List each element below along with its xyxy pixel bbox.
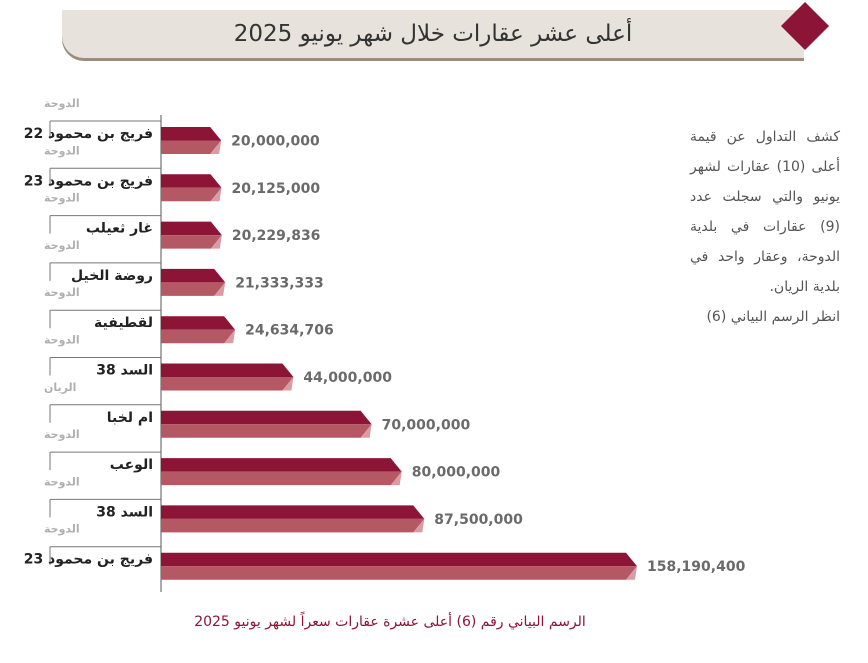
bar-tip-9 xyxy=(413,518,425,533)
bar-bottom-9 xyxy=(161,518,425,533)
bar-5 xyxy=(161,316,236,344)
municipality-label-4: الدوحة xyxy=(44,239,80,252)
bar-tip-4 xyxy=(214,282,226,296)
value-label-8: 80,000,000 xyxy=(412,465,501,481)
bar-bottom-2 xyxy=(161,187,222,202)
page-title: أعلى عشر عقارات خلال شهر يونيو 2025 xyxy=(233,21,633,47)
municipality-label-2: الدوحة xyxy=(44,144,80,157)
bar-8 xyxy=(161,458,402,486)
title-banner xyxy=(62,10,804,58)
category-label-2: فريج بن محمود 23 xyxy=(24,173,153,189)
bar-top-1 xyxy=(161,127,222,141)
bar-top-2 xyxy=(161,174,222,188)
category-label-3: غار ثعيلب xyxy=(86,221,153,237)
bar-bottom-10 xyxy=(161,566,637,580)
category-label-10: فريج بن محمود 23 xyxy=(24,552,153,568)
bar-bottom-4 xyxy=(161,282,226,296)
value-label-7: 70,000,000 xyxy=(382,417,471,433)
description-reference: انظر الرسم البياني (6) xyxy=(706,309,840,325)
value-label-5: 24,634,706 xyxy=(245,323,334,339)
bar-bottom-3 xyxy=(161,235,222,249)
bar-top-10 xyxy=(161,552,637,567)
value-label-6: 44,000,000 xyxy=(303,370,392,386)
bar-top-5 xyxy=(161,316,236,330)
bar-6 xyxy=(161,363,294,391)
bar-3 xyxy=(161,221,222,249)
bar-top-9 xyxy=(161,505,425,519)
bar-7 xyxy=(161,410,372,438)
bar-tip-10 xyxy=(626,566,637,580)
bar-bottom-1 xyxy=(161,140,222,154)
bar-bottom-6 xyxy=(161,377,294,391)
description: كشف التداول عن قيمة أعلى (10) عقارات لشه… xyxy=(690,122,840,332)
bar-bottom-5 xyxy=(161,329,236,344)
bar-top-6 xyxy=(161,363,294,377)
category-label-1: فريج بن محمود 22 xyxy=(24,126,153,142)
bar-tip-5 xyxy=(224,329,236,344)
value-label-3: 20,229,836 xyxy=(232,228,321,244)
bar-tip-8 xyxy=(390,471,402,486)
municipality-label-10: الدوحة xyxy=(44,523,80,536)
municipality-label-3: الدوحة xyxy=(44,192,80,205)
bar-bottom-7 xyxy=(161,424,372,438)
value-label-10: 158,190,400 xyxy=(647,559,746,575)
bar-top-4 xyxy=(161,268,226,283)
category-label-5: لقطيفية xyxy=(94,315,153,331)
bar-top-8 xyxy=(161,458,402,472)
municipality-label-9: الدوحة xyxy=(44,475,80,488)
bar-4 xyxy=(161,268,226,296)
value-label-1: 20,000,000 xyxy=(231,134,320,150)
bar-tip-2 xyxy=(210,187,222,202)
value-label-9: 87,500,000 xyxy=(434,512,523,528)
bar-1 xyxy=(161,127,222,154)
municipality-label-6: الدوحة xyxy=(44,334,80,347)
chart-caption: الرسم البياني رقم (6) أعلى عشرة عقارات س… xyxy=(194,614,586,630)
value-label-4: 21,333,333 xyxy=(235,275,324,291)
bar-tip-3 xyxy=(210,235,222,249)
bar-9 xyxy=(161,505,425,533)
bar-tip-7 xyxy=(360,424,372,438)
value-label-2: 20,125,000 xyxy=(232,181,321,197)
bar-2 xyxy=(161,174,222,202)
municipality-label-8: الدوحة xyxy=(44,428,80,441)
bar-top-7 xyxy=(161,410,372,425)
description-paragraph: كشف التداول عن قيمة أعلى (10) عقارات لشه… xyxy=(690,129,840,295)
bar-top-3 xyxy=(161,221,222,236)
municipality-label-1: الدوحة xyxy=(44,97,80,110)
bar-10 xyxy=(161,552,637,580)
municipality-label-5: الدوحة xyxy=(44,286,80,299)
bar-bottom-8 xyxy=(161,471,402,486)
category-label-6: السد 38 xyxy=(96,363,153,379)
bar-tip-1 xyxy=(210,140,222,154)
bar-tip-6 xyxy=(282,377,294,391)
municipality-label-7: الريان xyxy=(44,381,76,394)
category-label-8: الوعب xyxy=(110,457,153,473)
category-label-7: ام لخبا xyxy=(107,410,153,426)
category-label-9: السد 38 xyxy=(96,504,153,520)
category-label-4: روضة الخيل xyxy=(71,268,153,284)
